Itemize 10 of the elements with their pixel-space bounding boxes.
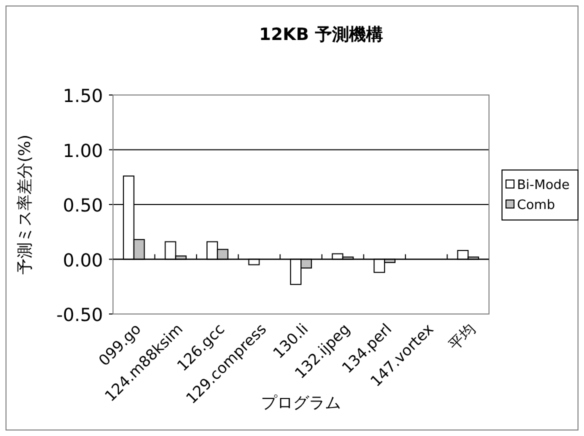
y-tick-label: 1.00 [62, 140, 103, 162]
y-tick-label: 1.50 [62, 86, 103, 107]
legend-label: Comb [517, 198, 555, 213]
legend-label: Bi-Mode [517, 178, 570, 193]
x-tick-label: 平均 [444, 320, 479, 354]
y-tick-label: 0.00 [62, 250, 103, 272]
y-tick-label: 0.50 [62, 196, 103, 216]
y-axis-title: 予測ミス率差分(%) [15, 134, 34, 274]
y-tick-label: -0.50 [56, 305, 103, 326]
chart-title: 12KB 予測機構 [259, 25, 383, 45]
